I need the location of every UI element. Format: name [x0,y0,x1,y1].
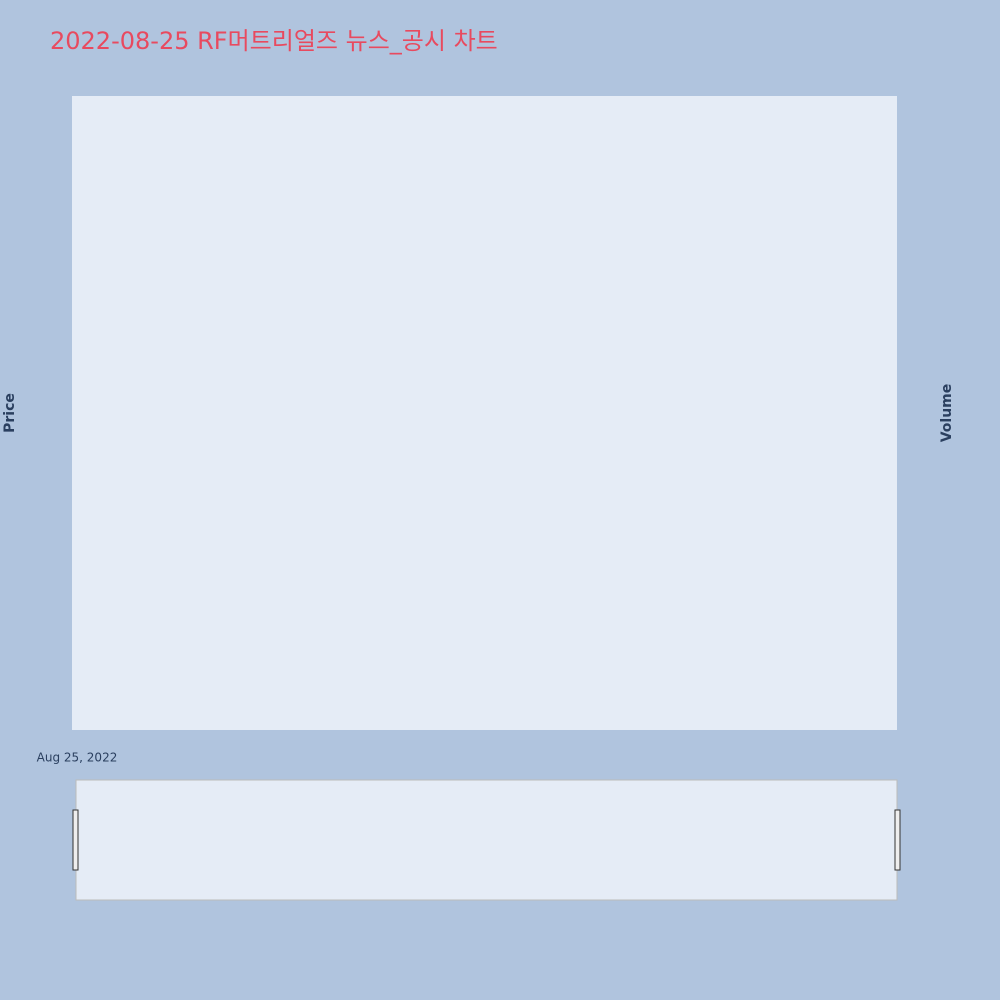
plot-area [72,96,897,730]
y2-axis-title: Volume [939,384,955,443]
range-slider[interactable] [75,779,898,901]
x-date-label: Aug 25, 2022 [37,751,118,765]
range-handle[interactable] [72,809,79,871]
y-axis-title: Price [2,393,18,433]
range-handle[interactable] [894,809,901,871]
chart-title: 2022-08-25 RF머트리얼즈 뉴스_공시 차트 [50,27,498,55]
